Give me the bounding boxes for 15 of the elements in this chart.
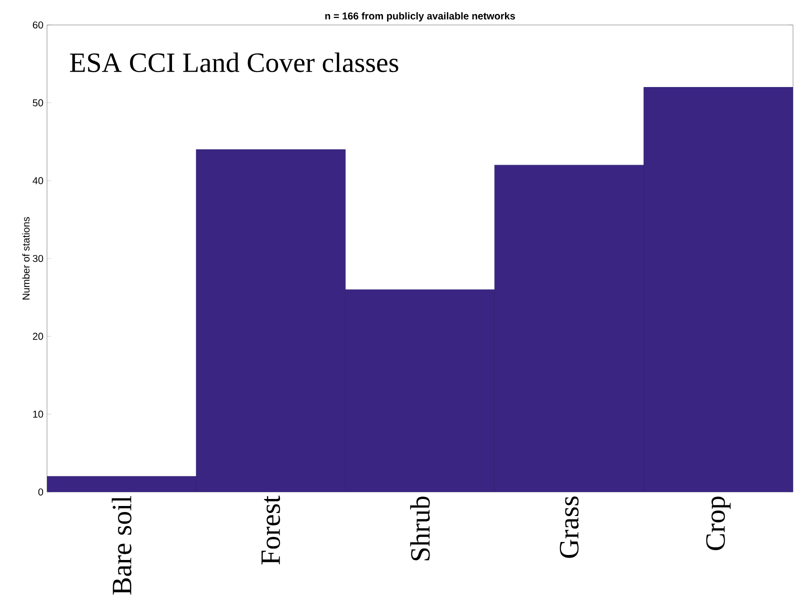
- y-tick-label: 20: [32, 332, 44, 340]
- chart-title: n = 166 from publicly available networks: [325, 12, 515, 22]
- y-axis-title: Number of stations: [22, 217, 30, 300]
- x-tick-label: Grass: [560, 496, 579, 558]
- y-tick-label: 30: [32, 254, 44, 262]
- y-tick-label: 60: [32, 21, 44, 29]
- annotation: ESA CCI Land Cover classes: [70, 52, 398, 72]
- x-tick-label: Bare soil: [112, 496, 132, 595]
- y-tick-label: 10: [33, 410, 44, 418]
- y-tick-label: 0: [38, 488, 44, 496]
- x-tick-label: Shrub: [410, 496, 430, 560]
- x-tick-label: Crop: [706, 496, 731, 550]
- x-tick-label: Forest: [262, 496, 280, 564]
- y-tick-label: 50: [32, 99, 44, 106]
- y-tick-label: 40: [32, 177, 44, 184]
